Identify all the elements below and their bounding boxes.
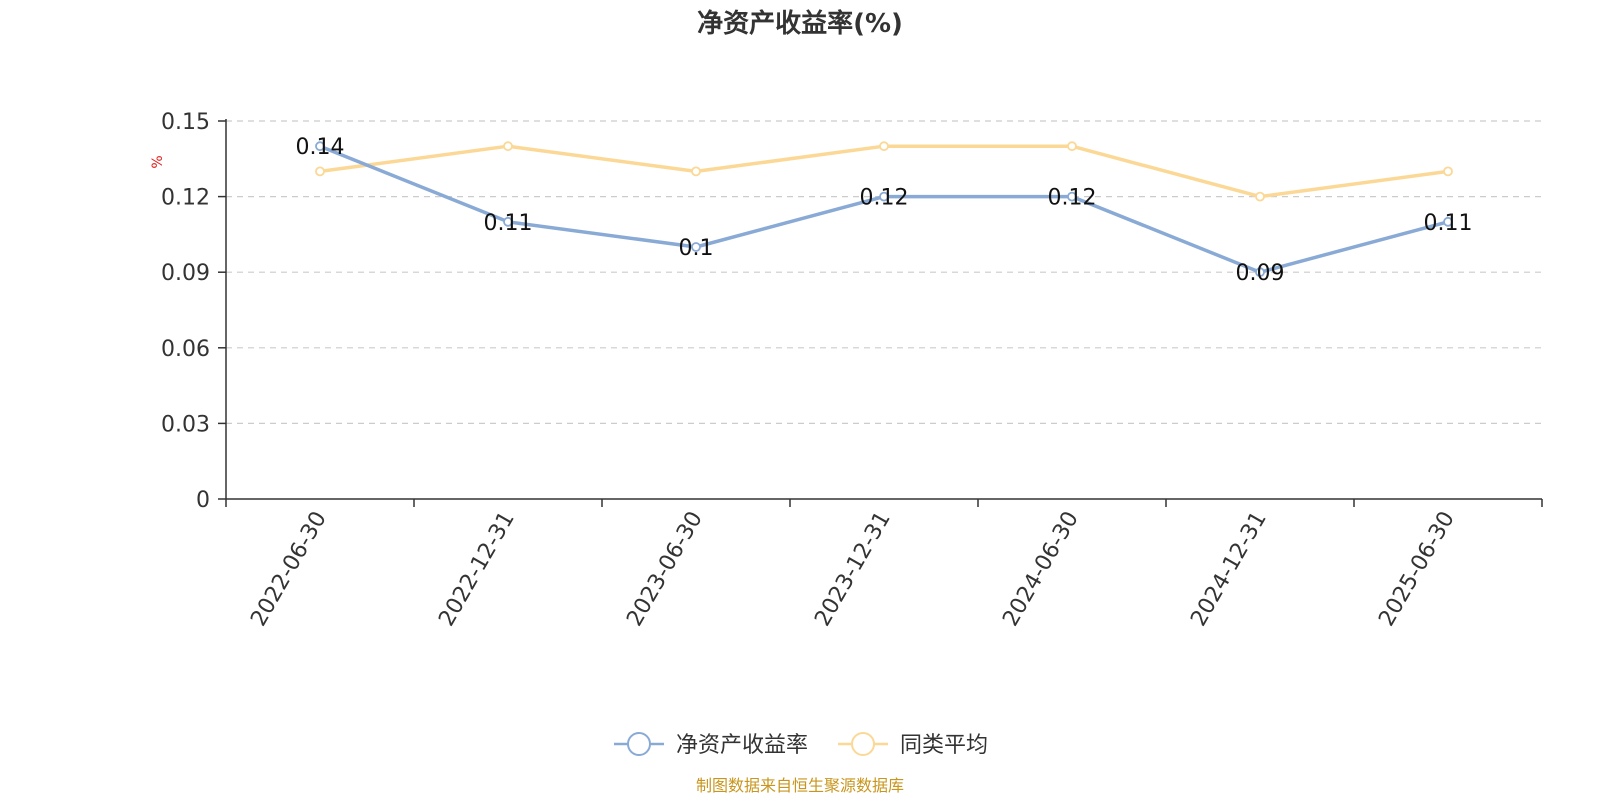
source-note: 制图数据来自恒生聚源数据库 — [696, 776, 904, 795]
data-label: 0.12 — [1048, 186, 1097, 211]
y-tick-label: 0 — [196, 488, 210, 513]
y-axis-label: % — [150, 155, 166, 168]
chart-title: 净资产收益率(%) — [697, 8, 903, 39]
data-point — [1255, 267, 1265, 278]
data-label: 0.11 — [484, 211, 533, 236]
data-point — [1255, 191, 1265, 202]
data-label: 0.12 — [860, 186, 909, 211]
data-label: 0.11 — [1424, 211, 1473, 236]
x-tick-label: 2022-06-30 — [246, 507, 332, 630]
data-point — [691, 166, 701, 177]
data-point — [691, 242, 701, 252]
data-point — [879, 141, 889, 152]
legend-marker — [851, 732, 875, 756]
y-tick-label: 0.06 — [161, 337, 210, 362]
legend: 净资产收益率 同类平均 — [614, 732, 988, 758]
legend-marker — [627, 732, 651, 756]
x-tick-label: 2025-06-30 — [1374, 507, 1460, 630]
x-tick-label: 2024-06-30 — [998, 507, 1084, 630]
data-point — [1443, 216, 1453, 227]
y-tick-label: 0.09 — [161, 261, 210, 286]
x-tick-label: 2022-12-31 — [434, 507, 520, 630]
legend-item: 净资产收益率 — [614, 732, 808, 758]
data-label: 0.14 — [296, 135, 345, 160]
data-label: 0.09 — [1236, 261, 1285, 286]
data-point — [879, 191, 889, 202]
data-point — [315, 166, 325, 177]
y-tick-label: 0.15 — [161, 110, 210, 135]
legend-item: 同类平均 — [838, 732, 988, 758]
x-tick-label: 2023-06-30 — [622, 507, 708, 630]
data-point — [503, 141, 513, 152]
data-point — [1067, 141, 1077, 152]
data-label-layer: 0.14 0.11 0.1 0.12 0.12 0.09 0.11 — [296, 135, 1473, 286]
data-point — [503, 216, 513, 227]
legend-label: 净资产收益率 — [676, 733, 808, 758]
legend-label: 同类平均 — [900, 733, 988, 758]
y-tick-label: 0.03 — [161, 412, 210, 437]
y-tick-label: 0.12 — [161, 186, 210, 211]
data-label: 0.1 — [679, 236, 714, 261]
x-tick-label: 2023-12-31 — [810, 507, 896, 630]
series-layer — [315, 141, 1453, 278]
data-point — [1067, 191, 1077, 202]
data-point — [315, 141, 325, 152]
data-point — [1443, 166, 1453, 177]
grid-layer — [226, 120, 1542, 424]
x-tick-label: 2024-12-31 — [1186, 507, 1272, 630]
